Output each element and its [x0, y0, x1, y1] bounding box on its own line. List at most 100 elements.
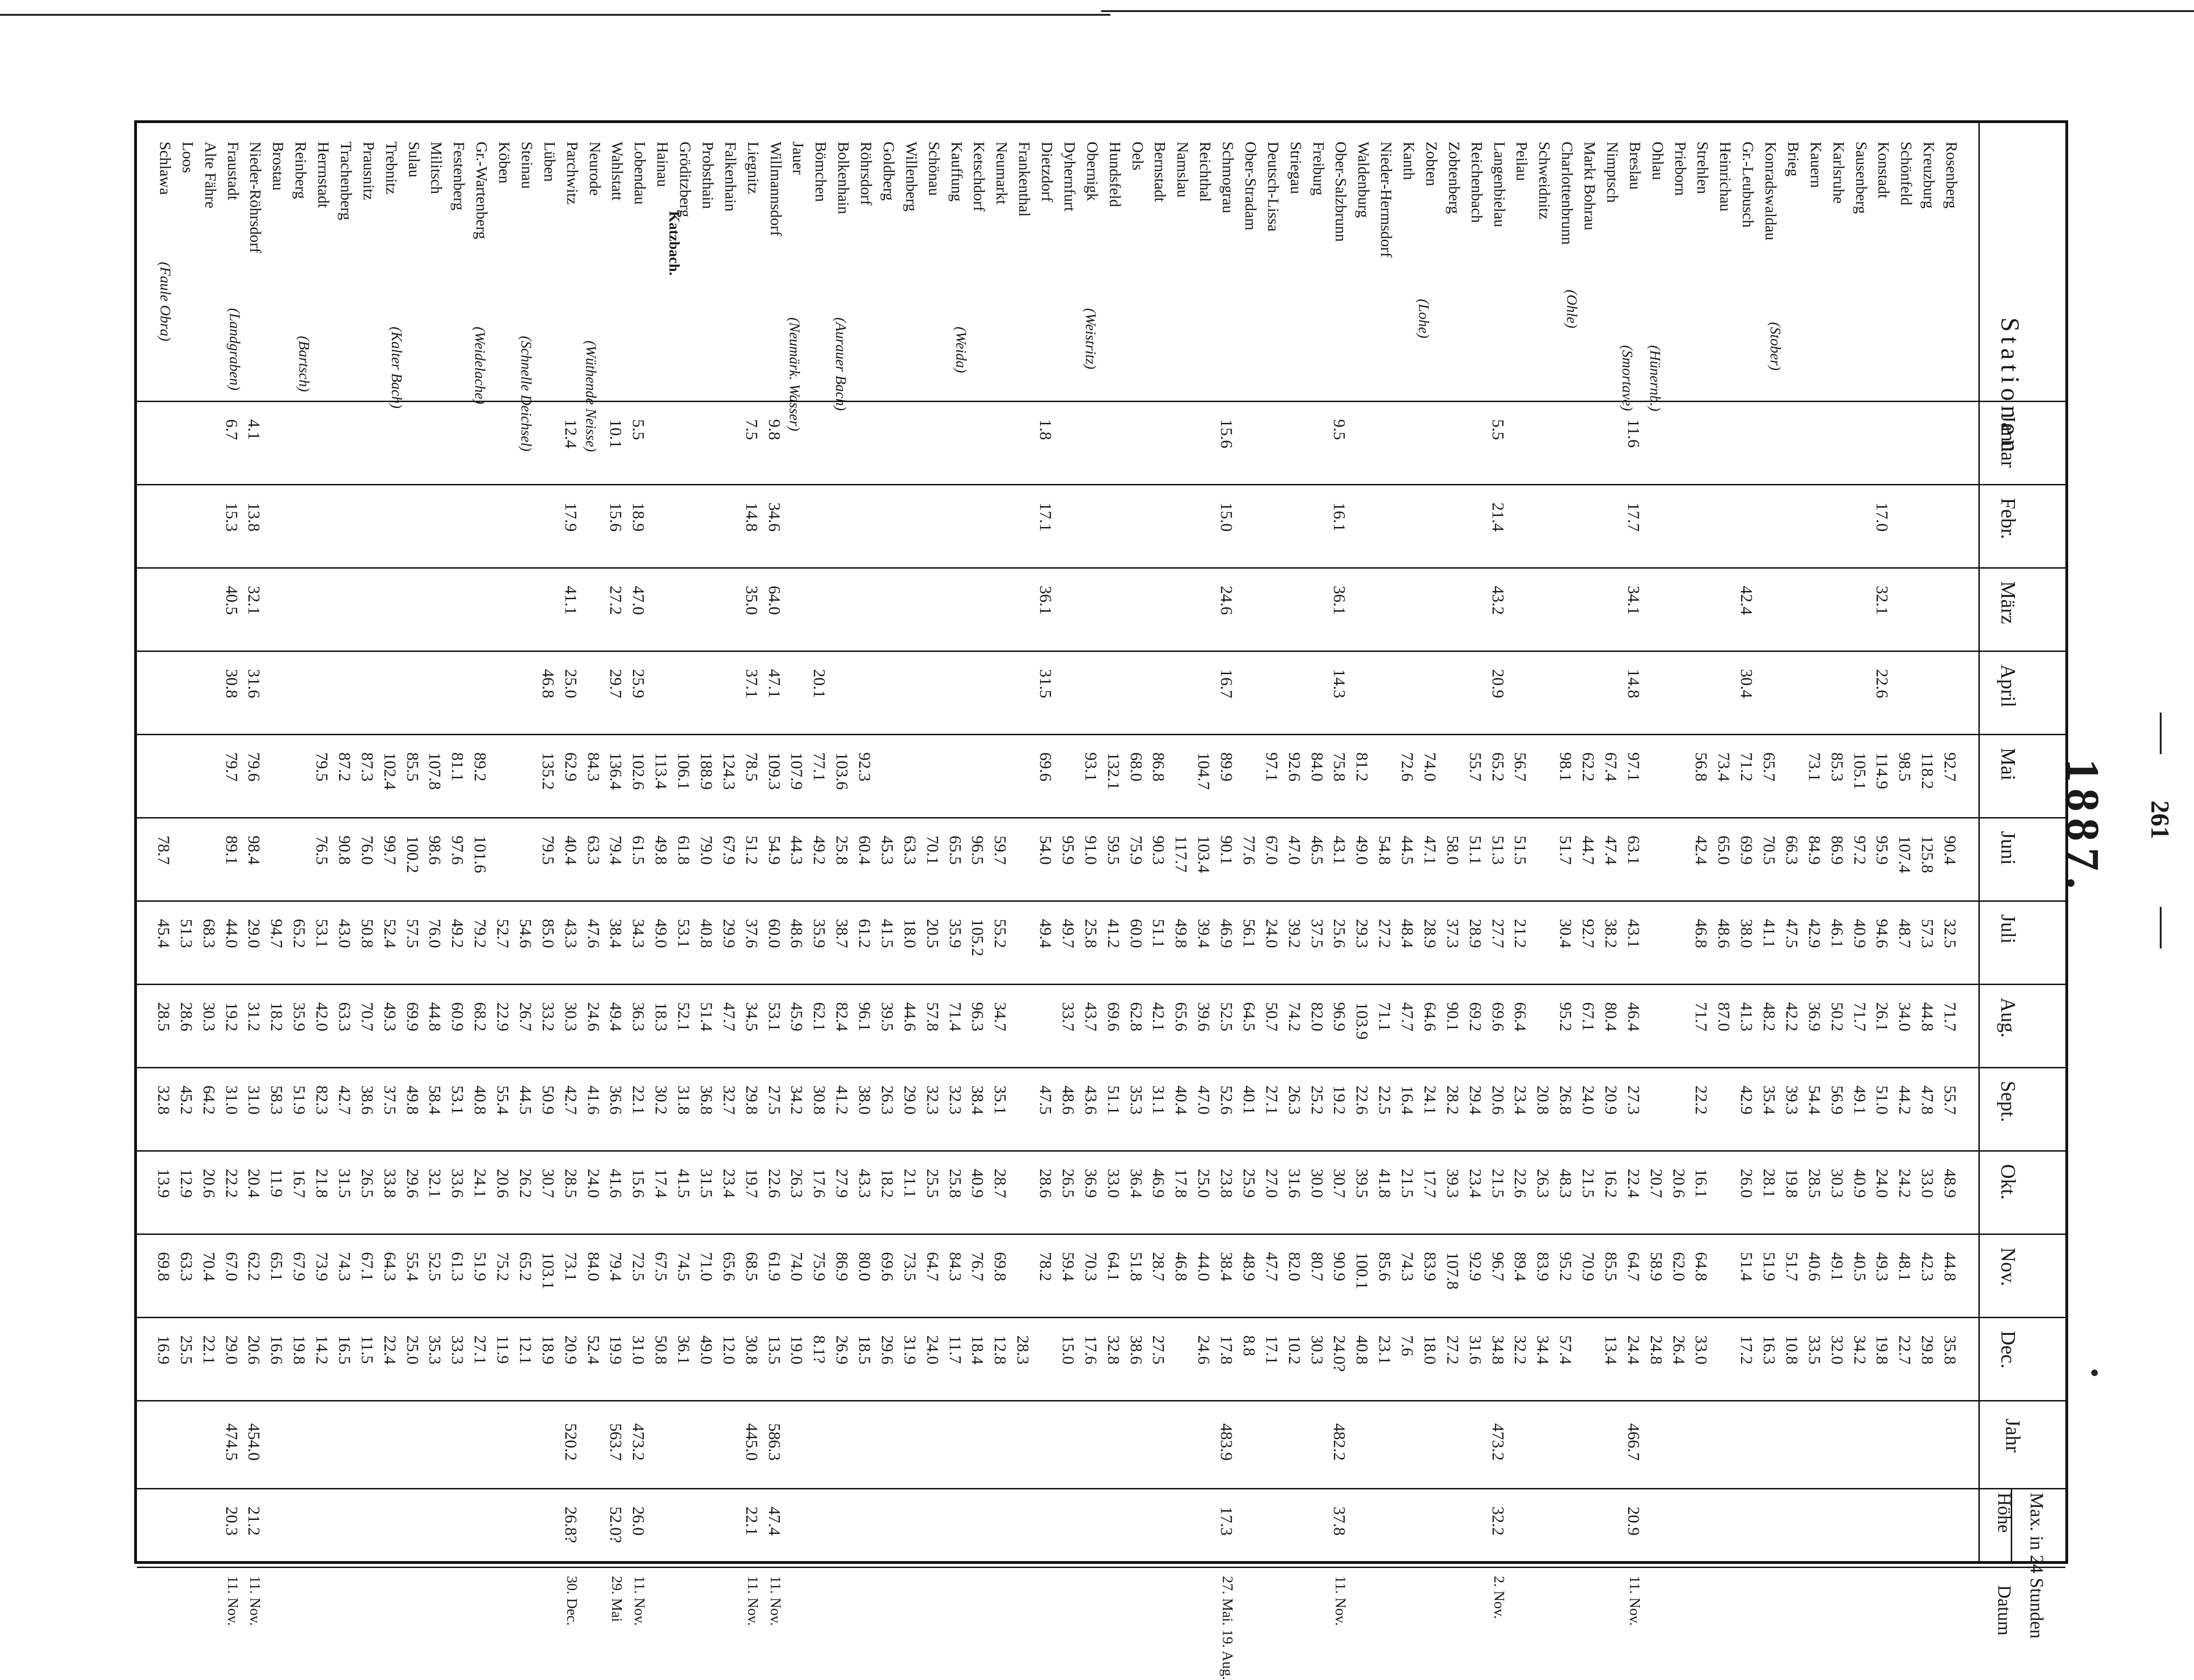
month-value: 41.2: [1104, 919, 1123, 948]
month-value: 43.2: [1488, 586, 1507, 615]
month-value: 41.1: [1760, 919, 1779, 948]
month-value: 62.2: [1579, 752, 1598, 781]
month-value: 188.9: [697, 752, 716, 790]
month-value: 92.7: [1941, 752, 1959, 781]
station-name: Trachenberg: [337, 142, 354, 220]
month-value: 53.1: [765, 1002, 784, 1031]
month-value: 18.4: [968, 1335, 987, 1364]
station-name: Strehlen: [1694, 142, 1711, 194]
month-value: 58.0: [1443, 836, 1462, 865]
station-name: Nieder-Röhrsdorf: [247, 142, 264, 254]
max-date: 11. Nov.: [1333, 1576, 1350, 1626]
river-group-label: (Kalter Bach): [389, 327, 405, 409]
month-value: 68.2: [471, 1002, 490, 1031]
month-value: 35.9: [290, 1002, 309, 1031]
max-height: 20.3: [222, 1506, 241, 1536]
month-value: 35.1: [991, 1085, 1010, 1115]
month-value: 22.1: [199, 1335, 218, 1364]
month-value: 30.0: [1308, 1169, 1326, 1198]
header-month: Dec.: [1997, 1331, 2020, 1369]
month-value: 20.6: [1669, 1169, 1688, 1198]
month-value: 40.9: [968, 1169, 987, 1198]
month-value: 80.7: [1308, 1252, 1326, 1281]
station-name: Fraustadt: [224, 142, 242, 200]
month-value: 53.1: [448, 1085, 467, 1115]
month-value: 49.1: [1850, 1085, 1869, 1115]
month-value: 51.4: [1737, 1252, 1756, 1281]
month-value: 55.2: [991, 919, 1010, 948]
month-value: 31.5: [335, 1169, 354, 1198]
month-value: 56.9: [1828, 1085, 1847, 1115]
month-value: 30.4: [1737, 669, 1756, 698]
month-value: 9.8: [765, 419, 784, 440]
month-value: 39.3: [1443, 1169, 1462, 1198]
month-value: 77.1: [810, 752, 829, 781]
month-value: 51.9: [1760, 1252, 1779, 1281]
month-value: 61.2: [855, 919, 874, 948]
month-value: 22.6: [1353, 1085, 1372, 1115]
month-value: 28.9: [1466, 919, 1485, 948]
month-value: 17.8: [1172, 1169, 1191, 1198]
max-height: 32.2: [1488, 1506, 1507, 1536]
month-value: 109.3: [765, 752, 784, 790]
month-value: 76.0: [426, 919, 445, 948]
station-name: Ober-Salzbrunn: [1332, 142, 1350, 242]
month-value: 124.3: [719, 752, 738, 790]
month-value: 28.5: [1805, 1169, 1824, 1198]
month-value: 89.1: [222, 836, 241, 865]
month-value: 71.2: [1737, 752, 1756, 781]
month-value: 13.8: [245, 502, 264, 532]
month-value: 34.1: [1624, 586, 1643, 615]
month-value: 31.6: [1466, 1335, 1485, 1364]
station-name: Reinberg: [292, 142, 310, 199]
month-value: 76.7: [968, 1252, 987, 1281]
station-name: Gr.-Wartenberg: [473, 142, 490, 239]
month-value: 31.6: [1285, 1169, 1304, 1198]
month-value: 9.5: [1330, 419, 1349, 440]
header-month: Okt.: [1997, 1164, 2020, 1200]
month-value: 45.9: [787, 1002, 806, 1031]
month-value: 24.6: [1217, 586, 1236, 615]
month-value: 32.5: [1941, 919, 1959, 948]
month-value: 43.3: [855, 1169, 874, 1198]
header-month: Aug.: [1997, 998, 2020, 1038]
month-value: 13.4: [1601, 1335, 1620, 1364]
station-name: Schmograu: [1219, 142, 1236, 213]
station-name: Reichenbach: [1468, 142, 1485, 223]
month-value: 47.5: [1782, 919, 1801, 948]
month-value: 31.5: [697, 1169, 716, 1198]
month-value: 17.9: [561, 502, 580, 532]
month-value: 30.3: [1828, 1169, 1847, 1198]
month-value: 27.1: [471, 1335, 490, 1364]
month-value: 54.0: [1036, 836, 1055, 865]
month-value: 42.9: [1737, 1085, 1756, 1115]
month-value: 90.9: [1330, 1252, 1349, 1281]
river-group-label: (Weidelache): [472, 327, 489, 404]
year-total: 473.2: [629, 1423, 648, 1461]
month-value: 60.0: [765, 919, 784, 948]
month-value: 51.3: [177, 919, 196, 948]
month-value: 16.7: [1217, 669, 1236, 698]
month-value: 19.8: [1873, 1335, 1892, 1364]
month-value: 21.8: [313, 1169, 331, 1198]
station-name: Dietzdorf: [1038, 142, 1055, 202]
max-date: 27. Mai. 19. Aug.: [1220, 1576, 1236, 1680]
station-name: Namslau: [1174, 142, 1191, 198]
month-value: 30.4: [1556, 919, 1575, 948]
month-value: 75.2: [494, 1252, 512, 1281]
month-value: 36.6: [607, 1085, 626, 1115]
month-value: 80.0: [855, 1252, 874, 1281]
month-value: 16.3: [1760, 1335, 1779, 1364]
month-value: 29.6: [403, 1169, 422, 1198]
river-group-label: (Lohe): [1416, 299, 1432, 339]
month-value: 21.1: [900, 1169, 919, 1198]
month-value: 95.9: [1059, 836, 1078, 865]
month-value: 14.2: [313, 1335, 331, 1364]
month-value: 40.9: [1850, 1169, 1869, 1198]
month-value: 105.2: [968, 919, 987, 956]
month-value: 64.2: [199, 1085, 218, 1115]
month-value: 64.7: [1624, 1252, 1643, 1281]
month-value: 81.2: [1353, 752, 1372, 781]
month-value: 89.2: [471, 752, 490, 781]
river-group-label: (Schnelle Deichsel): [518, 336, 535, 452]
